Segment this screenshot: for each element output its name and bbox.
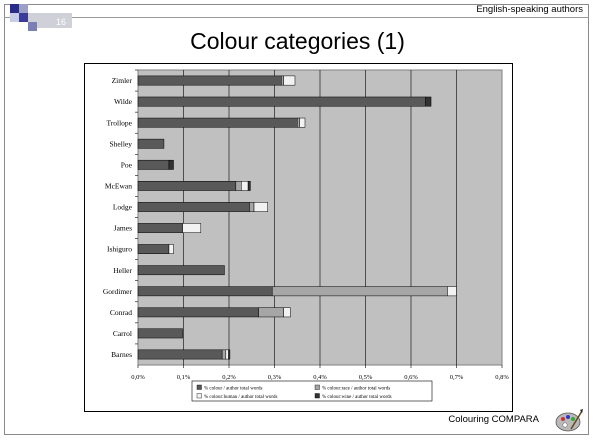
stacked-bar-chart: 0,0% 0,1% 0,2% 0,3% 0,4% 0,5% 0,6% 0,7% 0,8% Ziml…: [84, 63, 513, 412]
bar-human: [447, 286, 457, 297]
y-tick-label: Poe: [121, 160, 133, 169]
bar-colour: [137, 75, 282, 86]
bar-wine: [247, 181, 251, 191]
bar-race: [221, 349, 227, 360]
bar-wine: [228, 349, 231, 360]
y-tick-label: Carrol: [113, 329, 132, 338]
legend-label: % colour:race / author total words: [322, 386, 390, 391]
bar-human: [225, 349, 229, 360]
bar-race: [297, 117, 300, 128]
bar-colour: [137, 202, 250, 212]
legend-swatch: [196, 393, 202, 399]
bar-wine: [168, 159, 174, 170]
y-tick-label: McEwan: [105, 181, 132, 190]
slide-frame: [4, 4, 589, 435]
bar-colour: [137, 138, 165, 149]
bar-colour: [137, 181, 237, 191]
footer-title: Colouring COMPARA: [448, 414, 539, 425]
bar-human: [253, 202, 268, 212]
y-tick-label: Lodge: [113, 203, 133, 212]
x-tick-label: 0,7%: [450, 374, 464, 381]
bar-human: [168, 244, 174, 254]
bar-colour: [137, 223, 183, 233]
legend-swatch: [196, 384, 202, 390]
y-tick-label: Gordimer: [103, 287, 133, 296]
bar-human: [283, 307, 291, 318]
y-tick-label: Barnes: [111, 350, 132, 359]
y-tick-label: Heller: [113, 266, 132, 275]
bar-race: [271, 286, 448, 297]
legend-label: % colour:wine / author total words: [322, 395, 392, 400]
legend-label: % colour / author total words: [204, 386, 263, 391]
y-tick-label: Ishiguro: [107, 245, 132, 254]
bar-human: [283, 75, 296, 86]
legend-box: [191, 380, 433, 402]
y-tick-label: Trollope: [106, 118, 132, 127]
page-title: Colour categories (1): [190, 28, 405, 54]
bar-colour: [137, 265, 225, 276]
y-tick-label: Shelley: [110, 139, 133, 148]
bar-colour: [137, 159, 170, 170]
x-tick-label: 0,2%: [222, 374, 236, 381]
bar-race: [235, 181, 242, 191]
x-tick-label: 0,3%: [268, 374, 282, 381]
bar-race: [281, 75, 284, 86]
x-tick-label: 0,8%: [495, 374, 509, 381]
legend-label: % colour:human / author total words: [204, 395, 278, 400]
bar-colour: [137, 328, 183, 339]
slide-number: 16: [56, 17, 67, 27]
x-tick-label: 0,0%: [131, 374, 145, 381]
x-tick-label: 0,4%: [313, 374, 327, 381]
bar-colour: [137, 349, 223, 360]
bar-colour: [137, 307, 259, 318]
bar-colour: [137, 244, 170, 254]
bar-race: [249, 202, 255, 212]
bar-colour: [137, 286, 273, 297]
legend-swatch: [314, 393, 320, 399]
paint-palette-icon: [555, 409, 583, 432]
x-tick-label: 0,1%: [177, 374, 191, 381]
bar-human: [299, 117, 306, 128]
bar-colour: [137, 96, 426, 107]
y-tick-label: Zimler: [112, 76, 133, 85]
y-tick-label: Wilde: [114, 97, 133, 106]
bar-race: [258, 307, 284, 318]
section-title: English-speaking authors: [476, 4, 583, 15]
header-rule: [4, 17, 589, 18]
bar-wine: [425, 96, 432, 107]
y-tick-label: James: [114, 224, 132, 233]
y-tick-label: Conrad: [110, 308, 132, 317]
x-tick-label: 0,6%: [404, 374, 418, 381]
x-tick-label: 0,5%: [359, 374, 373, 381]
bar-colour: [137, 117, 298, 128]
legend-swatch: [314, 384, 320, 390]
bar-human: [241, 181, 249, 191]
bar-human: [182, 223, 202, 233]
